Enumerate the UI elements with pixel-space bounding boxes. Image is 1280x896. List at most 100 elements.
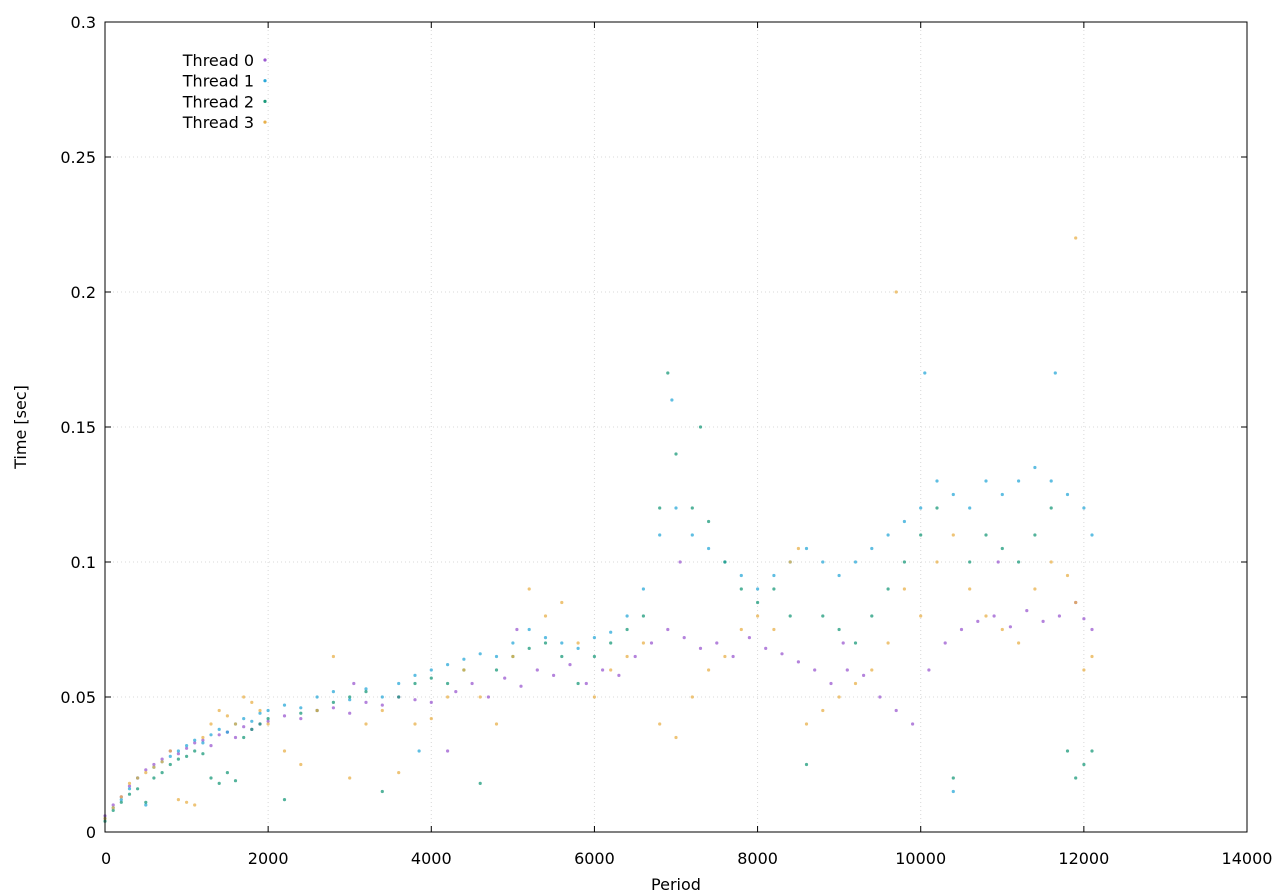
data-point — [144, 771, 148, 775]
data-point — [494, 722, 499, 726]
x-tick-label: 0 — [101, 849, 111, 868]
data-point — [560, 654, 564, 659]
data-point — [560, 600, 564, 605]
data-point — [853, 641, 858, 645]
data-point — [527, 627, 531, 632]
data-point — [592, 695, 597, 699]
data-point — [617, 673, 621, 678]
data-point — [429, 676, 433, 680]
data-point — [1090, 654, 1094, 659]
data-point — [429, 668, 433, 672]
data-point — [144, 768, 148, 772]
x-tick-label: 8000 — [737, 849, 778, 868]
data-point — [242, 717, 246, 721]
x-tick-label: 12000 — [1058, 849, 1109, 868]
data-point — [119, 800, 123, 804]
data-point — [902, 560, 907, 564]
data-point — [878, 695, 882, 699]
data-point — [772, 573, 776, 578]
data-point — [250, 719, 254, 723]
data-point — [552, 673, 556, 678]
data-point — [478, 695, 482, 699]
data-point — [511, 641, 515, 645]
data-point — [331, 690, 335, 694]
data-point — [927, 668, 931, 672]
data-point — [176, 749, 180, 753]
y-tick-labels: 0 0.05 0.1 0.15 0.2 0.25 0.3 — [60, 13, 96, 842]
data-point — [764, 646, 768, 651]
data-point — [1017, 641, 1021, 645]
legend-marker — [263, 79, 267, 83]
data-point — [364, 687, 368, 691]
data-point — [233, 722, 238, 726]
data-point — [1049, 560, 1053, 564]
data-point — [201, 735, 205, 740]
data-point — [841, 641, 845, 645]
data-point — [413, 673, 417, 678]
data-point — [446, 663, 450, 667]
data-point — [1033, 465, 1037, 470]
data-point — [666, 627, 670, 632]
data-point — [690, 533, 694, 537]
data-point — [658, 533, 662, 537]
data-point — [959, 627, 964, 632]
data-point — [1082, 617, 1086, 621]
data-point — [715, 641, 719, 645]
data-point — [364, 722, 368, 726]
data-point — [1049, 506, 1053, 510]
data-point — [127, 787, 132, 791]
data-points — [103, 236, 1094, 823]
data-point — [609, 630, 613, 634]
data-point — [886, 641, 890, 645]
data-point — [641, 641, 646, 645]
data-point — [674, 452, 678, 456]
data-point — [462, 657, 466, 661]
data-point — [282, 749, 287, 753]
data-point — [266, 708, 270, 713]
data-point — [976, 619, 980, 624]
data-point — [527, 587, 531, 591]
data-point — [1008, 625, 1013, 629]
data-point — [756, 600, 760, 605]
data-point — [201, 741, 205, 745]
data-point — [266, 722, 270, 726]
data-point — [299, 706, 303, 710]
data-point — [670, 398, 674, 402]
data-point — [225, 714, 229, 718]
data-point — [780, 652, 784, 656]
data-point — [446, 749, 450, 753]
data-point — [160, 757, 164, 761]
data-point — [641, 587, 646, 591]
data-point — [494, 654, 499, 659]
data-point — [609, 668, 613, 672]
data-point — [796, 546, 801, 551]
data-point — [870, 614, 874, 618]
data-point — [429, 700, 433, 705]
data-point — [258, 722, 262, 726]
data-point — [772, 627, 776, 632]
data-point — [266, 719, 270, 723]
data-point — [242, 695, 246, 699]
data-point — [739, 573, 743, 578]
data-point — [1090, 627, 1094, 632]
y-tick-label: 0.05 — [60, 688, 96, 707]
y-tick-label: 0.25 — [60, 148, 96, 167]
data-point — [601, 668, 605, 672]
data-point — [633, 654, 637, 659]
data-point — [1074, 600, 1078, 605]
data-point — [984, 479, 988, 483]
data-point — [951, 776, 955, 780]
data-point — [176, 798, 180, 802]
data-point — [511, 654, 515, 659]
data-point — [829, 681, 833, 686]
data-point — [592, 636, 597, 640]
data-point — [543, 641, 548, 645]
data-point — [609, 641, 613, 645]
data-point — [209, 776, 213, 780]
data-point — [1082, 506, 1086, 510]
data-point — [853, 560, 858, 564]
data-point — [352, 681, 356, 686]
data-point — [747, 636, 752, 640]
data-point — [1065, 492, 1070, 497]
data-point — [1090, 533, 1094, 537]
